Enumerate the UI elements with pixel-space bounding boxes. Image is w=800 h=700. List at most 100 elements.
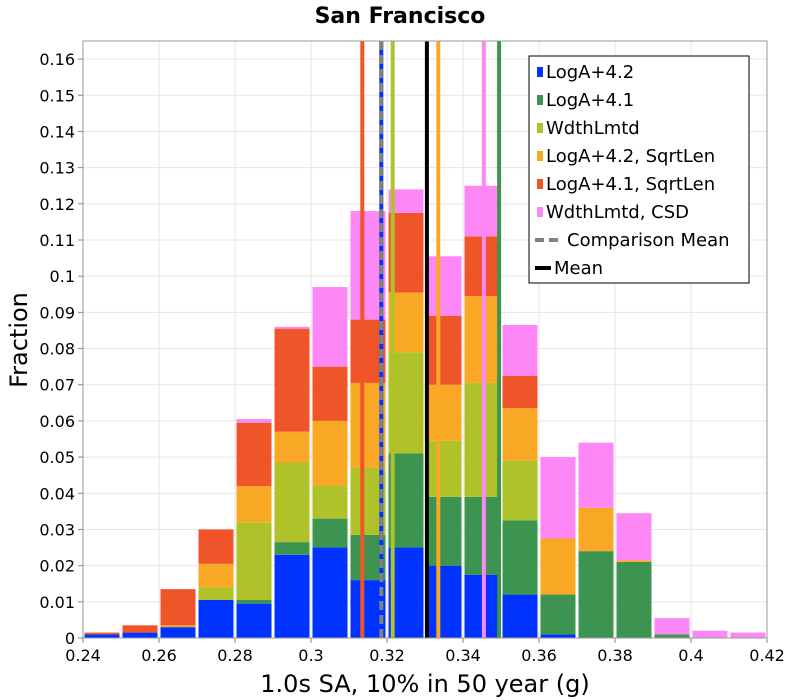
bar-segment-1-bin-13 [540,634,576,638]
bar-segment-2-bin-10 [426,496,462,566]
bar-segment-3-bin-12 [502,460,538,521]
bar-segment-6-bin-17 [692,630,728,638]
y-tick-label: 0 [65,629,75,648]
y-tick-label: 0.08 [39,340,75,359]
bar-segment-4-bin-7 [312,420,348,487]
legend-swatch-5 [537,179,543,189]
bar-segment-2-bin-14 [578,551,614,638]
y-tick-label: 0.03 [39,520,75,539]
y-tick-label: 0.05 [39,448,75,467]
bar-segment-1-bin-12 [502,594,538,638]
legend-label-1: LogA+4.2 [546,62,634,83]
chart-title: San Francisco [315,4,486,29]
bar-segment-5-bin-10 [426,315,462,385]
legend-swatch-6 [537,207,543,217]
legend-label-4: LogA+4.2, SqrtLen [546,146,715,167]
bar-segment-3-bin-4 [198,587,234,601]
x-tick-label: 0.36 [521,646,557,665]
y-tick-label: 0.09 [39,303,75,322]
bar-segment-1-bin-7 [312,547,348,638]
y-axis-ticks: 0 0.01 0.02 0.03 0.04 0.05 0.06 0.07 0.08 0.09 0.1… [39,50,83,648]
x-tick-label: 0.24 [65,646,101,665]
legend-swatch-4 [537,151,543,161]
y-tick-label: 0.06 [39,412,75,431]
bar-segment-5-bin-4 [198,529,234,564]
legend-label-2: LogA+4.1 [546,90,634,111]
bar-segment-4-bin-4 [198,563,234,588]
bar-segment-2-bin-12 [502,520,538,595]
y-tick-label: 0.13 [39,159,75,178]
bar-segment-2-bin-13 [540,594,576,635]
x-tick-label: 0.32 [369,646,405,665]
y-tick-label: 0.16 [39,50,75,69]
bar-segment-4-bin-13 [540,538,576,595]
bar-segment-5-bin-5 [236,422,272,487]
bar-segment-4-bin-10 [426,384,462,441]
bar-segment-6-bin-5 [236,419,272,423]
y-tick-label: 0.04 [39,484,75,503]
bar-segment-4-bin-14 [578,507,614,552]
legend-label-7: Comparison Mean [567,230,730,251]
x-tick-label: 0.38 [597,646,633,665]
x-axis-label: 1.0s SA, 10% in 50 year (g) [260,670,589,698]
legend-swatch-1 [537,67,543,77]
bar-segment-1-bin-5 [236,603,272,638]
bar-segment-5-bin-12 [502,375,538,409]
bar-segment-4-bin-5 [236,486,272,523]
bar-segment-2-bin-6 [274,542,310,555]
bar-segment-4-bin-6 [274,431,310,463]
bar-segment-1-bin-2 [122,632,158,638]
bar-segment-6-bin-7 [312,287,348,367]
x-axis-ticks: 0.24 0.26 0.28 0.3 0.32 0.34 0.36 0.38 0.4 0.42 [65,638,785,665]
bar-segment-2-bin-7 [312,518,348,548]
bar-segment-5-bin-6 [274,328,310,432]
bar-segment-6-bin-18 [730,632,766,638]
bar-segment-5-bin-2 [122,625,158,633]
y-tick-label: 0.11 [39,231,75,250]
plot-border [82,40,768,639]
bar-segment-6-bin-9 [388,189,424,213]
bar-segment-6-bin-16 [654,618,690,635]
bar-segment-2-bin-15 [616,562,652,638]
y-tick-label: 0.14 [39,122,75,141]
x-tick-label: 0.4 [678,646,703,665]
y-tick-label: 0.02 [39,557,75,576]
bar-segment-5-bin-3 [160,589,196,626]
x-tick-label: 0.28 [217,646,253,665]
y-tick-label: 0.1 [50,267,75,286]
bar-segment-4-bin-3 [160,625,196,628]
bar-segment-1-bin-1 [84,634,120,638]
bar-segment-5-bin-1 [84,632,120,635]
bar-segment-5-bin-7 [312,366,348,421]
legend-label-3: WdthLmtd [546,118,640,139]
reference-lines [379,41,429,638]
bar-segment-6-bin-14 [578,442,614,508]
bar-segment-3-bin-10 [426,440,462,497]
legend-swatch-2 [537,95,543,105]
bar-segment-1-bin-4 [198,600,234,638]
bar-segment-6-bin-12 [502,325,538,376]
bar-segment-6-bin-15 [616,513,652,561]
x-tick-label: 0.42 [749,646,785,665]
bar-segment-3-bin-6 [274,462,310,543]
bar-segment-3-bin-5 [236,522,272,601]
bar-segment-6-bin-10 [426,256,462,316]
bar-segment-4-bin-12 [502,408,538,461]
legend-swatch-3 [537,123,543,133]
bar-segment-1-bin-3 [160,627,196,638]
x-tick-label: 0.26 [141,646,177,665]
y-tick-label: 0.15 [39,86,75,105]
legend-label-8: Mean [554,258,603,279]
legend: LogA+4.2 LogA+4.1 WdthLmtd LogA+4.2, SqrtLe… [528,55,750,284]
x-tick-label: 0.34 [445,646,481,665]
bar-segment-6-bin-13 [540,457,576,539]
legend-box [528,55,750,284]
x-tick-label: 0.3 [298,646,323,665]
y-tick-label: 0.12 [39,195,75,214]
bar-segment-1-bin-6 [274,554,310,638]
bar-segment-6-bin-6 [274,326,310,329]
bar-segment-4-bin-15 [616,560,652,563]
y-tick-label: 0.07 [39,376,75,395]
bar-segment-3-bin-7 [312,486,348,519]
